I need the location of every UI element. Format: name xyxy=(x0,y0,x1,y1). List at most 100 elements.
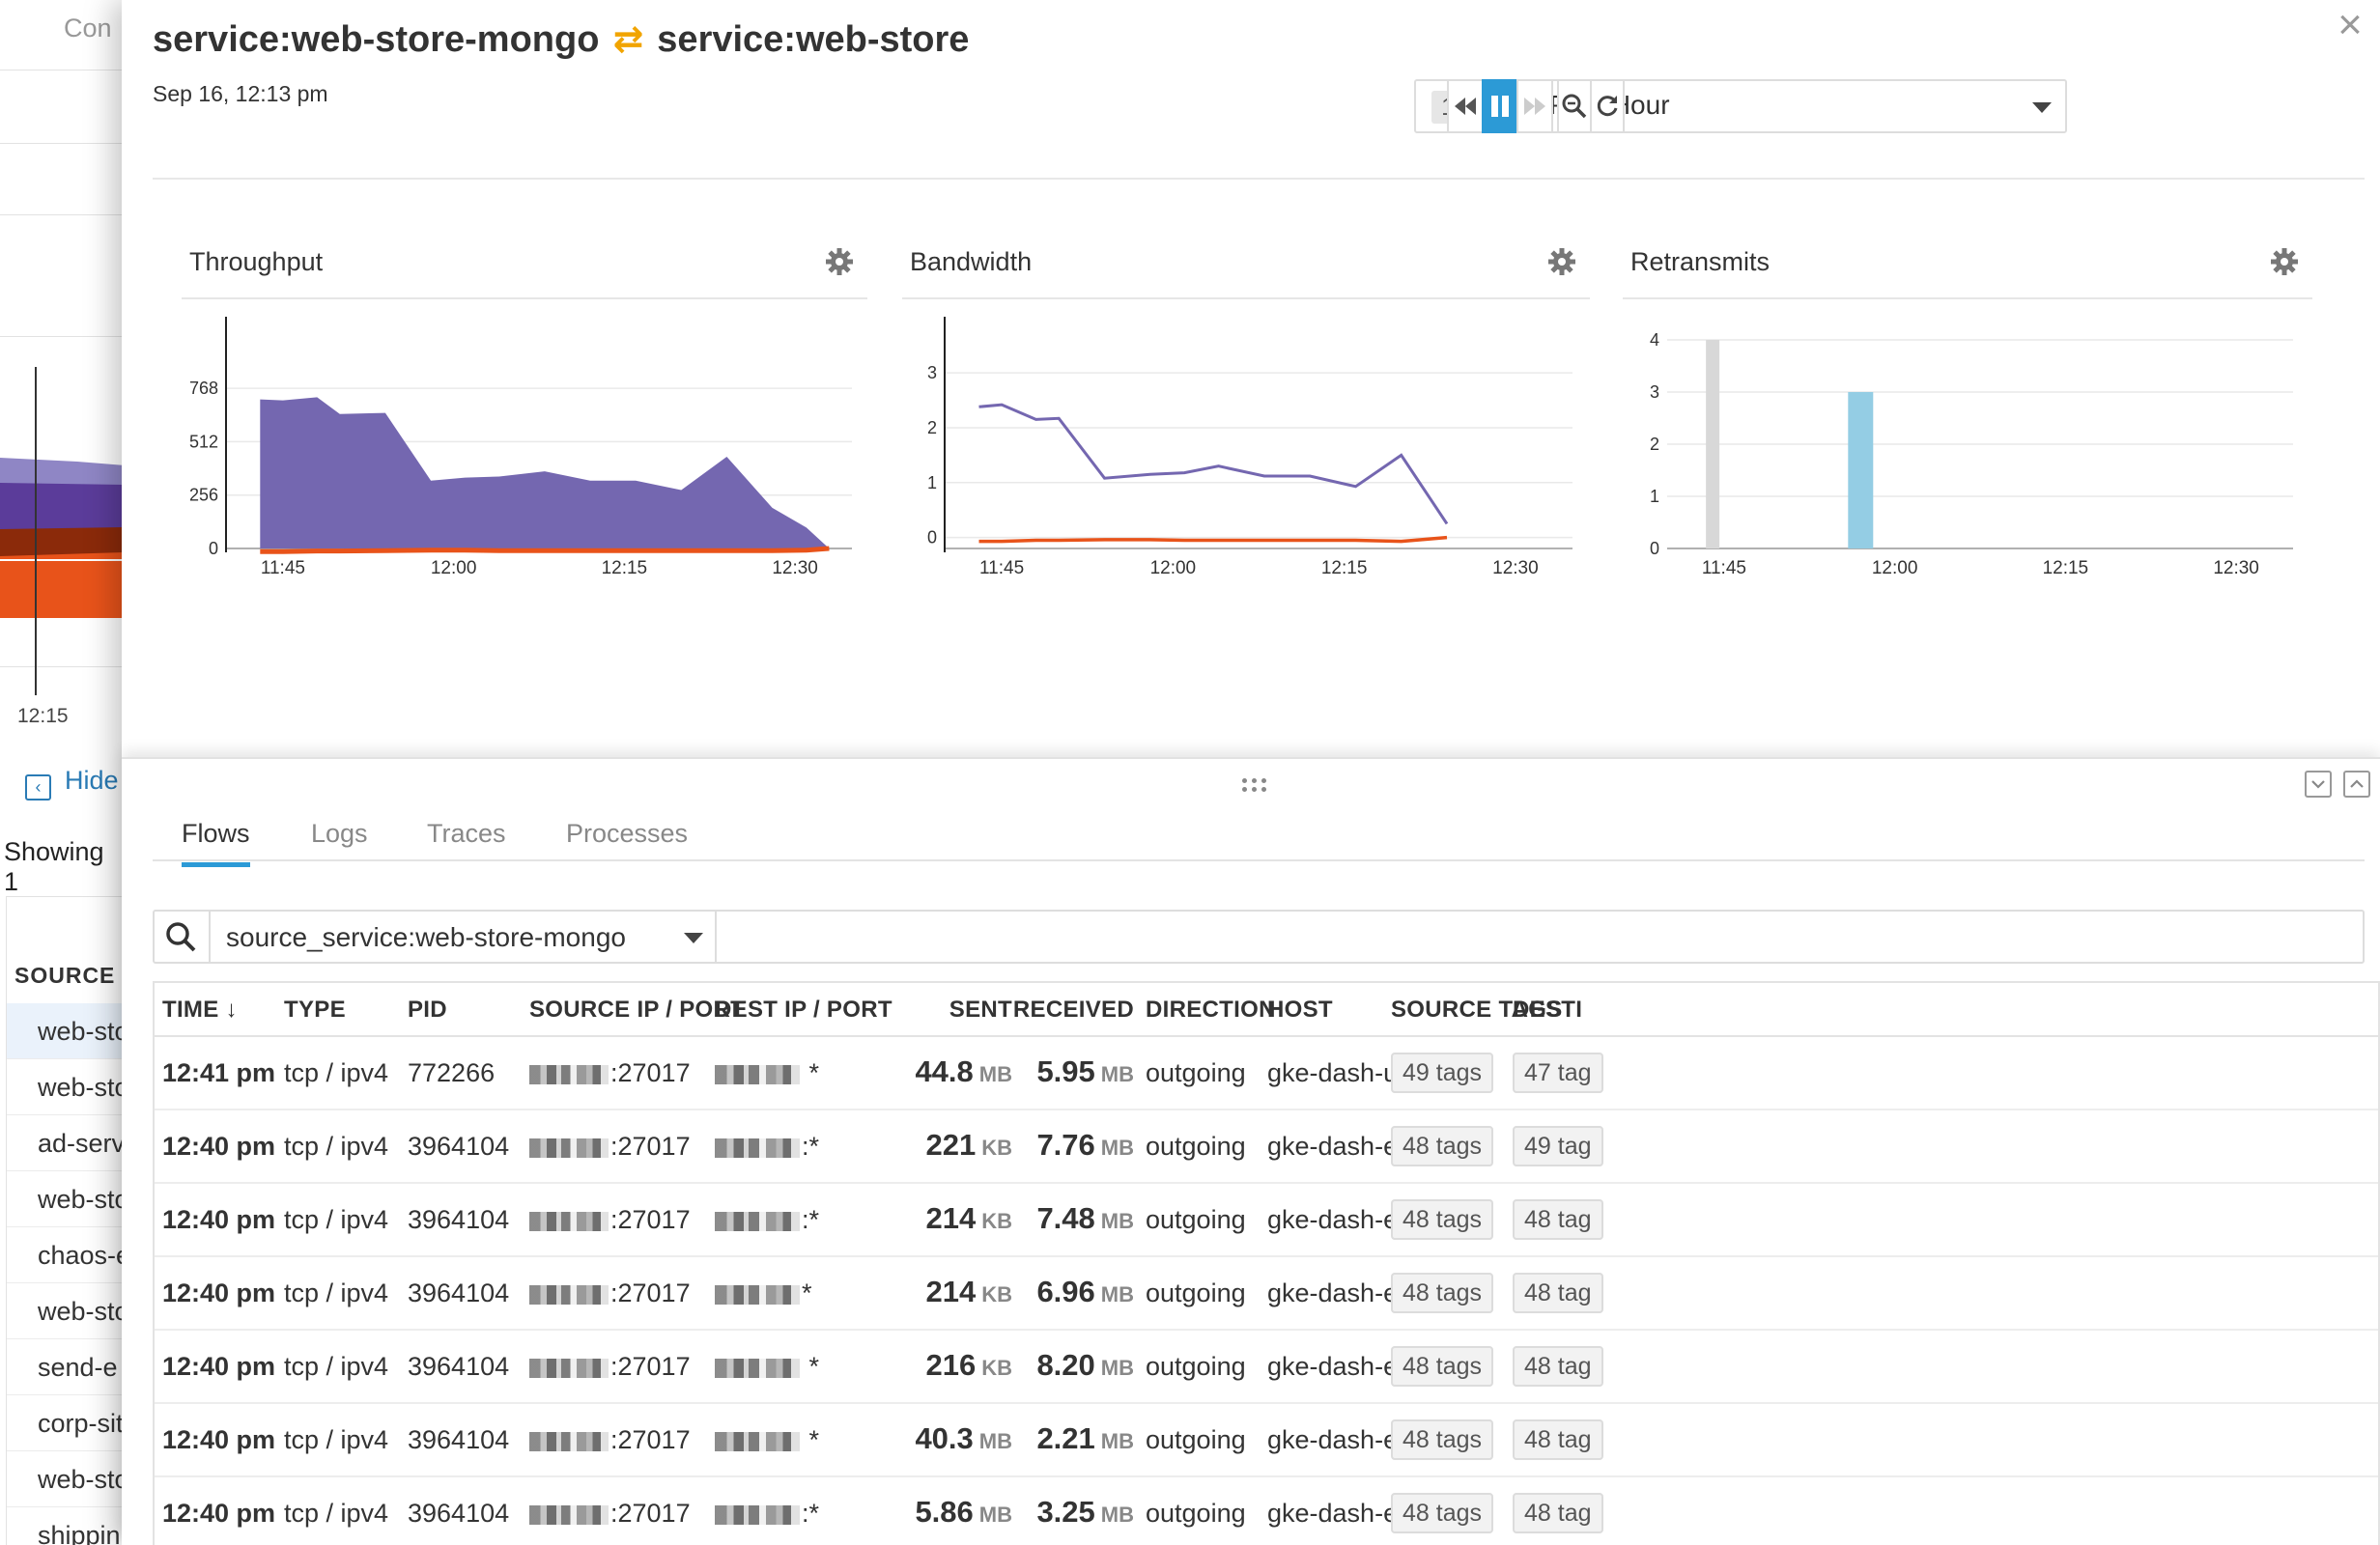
gear-icon[interactable] xyxy=(825,247,854,276)
source-tags-button[interactable]: 48 tags xyxy=(1391,1126,1494,1166)
tab-logs[interactable]: Logs xyxy=(311,819,368,848)
table-row[interactable]: 12:40 pm tcp / ipv4 3964104 outgoing gke-das… xyxy=(155,1110,2380,1184)
refresh-button[interactable] xyxy=(1590,79,1625,133)
source-service-name: service:web-store-mongo xyxy=(153,19,600,60)
close-icon[interactable]: × xyxy=(2338,1,2363,48)
table-row[interactable]: 12:41 pm tcp / ipv4 772266 outgoing gke-dash… xyxy=(155,1037,2380,1110)
cell-dest-ip: * xyxy=(715,1352,819,1382)
timestamp: Sep 16, 12:13 pm xyxy=(153,81,328,106)
dest-tags-button[interactable]: 47 tag xyxy=(1513,1053,1603,1093)
y-tick-label: 4 xyxy=(1650,330,1659,350)
fast-forward-button[interactable] xyxy=(1516,79,1553,133)
cell-direction: outgoing xyxy=(1146,1058,1246,1087)
y-tick-label: 3 xyxy=(927,363,937,382)
list-item[interactable]: web-sto xyxy=(7,1451,126,1507)
dest-tags-button[interactable]: 48 tag xyxy=(1513,1346,1603,1387)
gear-icon[interactable] xyxy=(1547,247,1576,276)
col-source-ip[interactable]: SOURCE IP / PORT xyxy=(529,997,746,1023)
cell-source-ip: :27017 xyxy=(529,1499,691,1529)
col-sent[interactable]: SENT xyxy=(949,997,1012,1023)
list-item[interactable]: web-sto xyxy=(7,1283,126,1339)
dest-tags-button[interactable]: 48 tag xyxy=(1513,1419,1603,1460)
dest-port: * xyxy=(802,1058,820,1087)
panel-divider xyxy=(1623,297,2312,299)
table-row[interactable]: 12:40 pm tcp / ipv4 3964104 outgoing gke-das… xyxy=(155,1257,2380,1331)
source-tags-button[interactable]: 48 tags xyxy=(1391,1273,1494,1313)
col-direction[interactable]: DIRECTION xyxy=(1146,997,1276,1023)
cell-received: 6.96 MB xyxy=(1005,1275,1134,1309)
chevron-down-icon xyxy=(2032,102,2052,113)
source-tags-button[interactable]: 48 tags xyxy=(1391,1493,1494,1533)
list-item[interactable]: web-sto xyxy=(7,1003,126,1059)
list-item[interactable]: ad-serv xyxy=(7,1115,126,1171)
list-item[interactable]: web-sto xyxy=(7,1059,126,1115)
list-item[interactable]: corp-sit xyxy=(7,1395,126,1451)
pause-button[interactable] xyxy=(1482,79,1518,133)
list-item[interactable]: chaos-e xyxy=(7,1227,126,1283)
col-source-tags[interactable]: SOURCE TAGS xyxy=(1391,997,1563,1023)
bandwidth-series-orange xyxy=(978,535,1448,544)
tab-traces[interactable]: Traces xyxy=(427,819,506,848)
dest-tags-button[interactable]: 48 tag xyxy=(1513,1199,1603,1240)
table-row[interactable]: 12:40 pm tcp / ipv4 3964104 outgoing gke-das… xyxy=(155,1331,2380,1404)
table-row[interactable]: 12:40 pm tcp / ipv4 3964104 outgoing gke-das… xyxy=(155,1477,2380,1545)
gear-icon[interactable] xyxy=(2270,247,2299,276)
throughput-line-series xyxy=(260,546,830,554)
cell-direction: outgoing xyxy=(1146,1132,1246,1161)
hide-button[interactable]: ‹ Hide xyxy=(25,766,119,801)
list-item[interactable]: shippin xyxy=(7,1507,126,1545)
dest-tags-button[interactable]: 49 tag xyxy=(1513,1126,1603,1166)
unit: KB xyxy=(981,1282,1012,1306)
col-dest-tags[interactable]: DESTI xyxy=(1513,997,1583,1023)
x-tick-label: 12:30 xyxy=(2213,558,2259,578)
y-tick-label: 0 xyxy=(927,528,937,548)
col-time[interactable]: TIME ↓ xyxy=(162,997,238,1023)
cell-dest-ip: * xyxy=(715,1425,819,1455)
table-row[interactable]: 12:40 pm tcp / ipv4 3964104 outgoing gke-das… xyxy=(155,1184,2380,1257)
collapse-panel-button[interactable] xyxy=(2305,771,2332,798)
flows-panel: Flows Logs Traces Processes source_servi… xyxy=(122,757,2380,1545)
rewind-button[interactable] xyxy=(1447,79,1484,133)
source-tags-button[interactable]: 48 tags xyxy=(1391,1199,1494,1240)
cell-dest-ip: * xyxy=(715,1278,812,1308)
divider xyxy=(2378,983,2380,1545)
cell-time: 12:40 pm xyxy=(162,1499,276,1528)
cell-direction: outgoing xyxy=(1146,1352,1246,1381)
dest-tags-button[interactable]: 48 tag xyxy=(1513,1273,1603,1313)
redacted-ip xyxy=(715,1064,800,1084)
background-heading: Con xyxy=(64,14,112,42)
background-time-label: 12:15 xyxy=(17,705,69,727)
source-tags-button[interactable]: 49 tags xyxy=(1391,1053,1494,1093)
flows-search[interactable]: source_service:web-store-mongo xyxy=(153,910,2365,964)
cell-pid: 3964104 xyxy=(408,1132,510,1161)
col-host[interactable]: HOST xyxy=(1267,997,1333,1023)
flows-table: TIME ↓ TYPE PID SOURCE IP / PORT DEST IP… xyxy=(153,981,2380,1545)
source-port: :27017 xyxy=(610,1278,691,1307)
list-item[interactable]: web-sto xyxy=(7,1171,126,1227)
table-row[interactable]: 12:40 pm tcp / ipv4 3964104 outgoing gke-das… xyxy=(155,1404,2380,1477)
dest-tags-button[interactable]: 48 tag xyxy=(1513,1493,1603,1533)
chevron-down-icon[interactable] xyxy=(684,933,703,943)
resize-handle-icon[interactable] xyxy=(1242,776,1271,796)
expand-panel-button[interactable] xyxy=(2343,771,2370,798)
col-received[interactable]: RECEIVED xyxy=(1012,997,1134,1023)
cell-received: 7.76 MB xyxy=(1005,1128,1134,1163)
tab-processes[interactable]: Processes xyxy=(566,819,689,848)
search-input[interactable]: source_service:web-store-mongo xyxy=(226,922,626,952)
source-tags-button[interactable]: 48 tags xyxy=(1391,1419,1494,1460)
zoom-out-button[interactable] xyxy=(1557,79,1592,133)
cell-time: 12:40 pm xyxy=(162,1205,276,1234)
cell-sent: 44.8 MB xyxy=(869,1054,1012,1089)
source-tags-button[interactable]: 48 tags xyxy=(1391,1346,1494,1387)
col-type[interactable]: TYPE xyxy=(284,997,346,1023)
value: 2.21 xyxy=(1036,1421,1095,1455)
cell-direction: outgoing xyxy=(1146,1278,1246,1307)
col-pid[interactable]: PID xyxy=(408,997,447,1023)
col-dest-ip[interactable]: DEST IP / PORT xyxy=(715,997,892,1023)
redacted-ip xyxy=(529,1064,609,1084)
list-item[interactable]: send-e xyxy=(7,1339,126,1395)
cell-source-ip: :27017 xyxy=(529,1352,691,1382)
y-tick-label: 2 xyxy=(927,418,937,437)
cell-time: 12:40 pm xyxy=(162,1278,276,1307)
tab-flows[interactable]: Flows xyxy=(182,819,250,867)
